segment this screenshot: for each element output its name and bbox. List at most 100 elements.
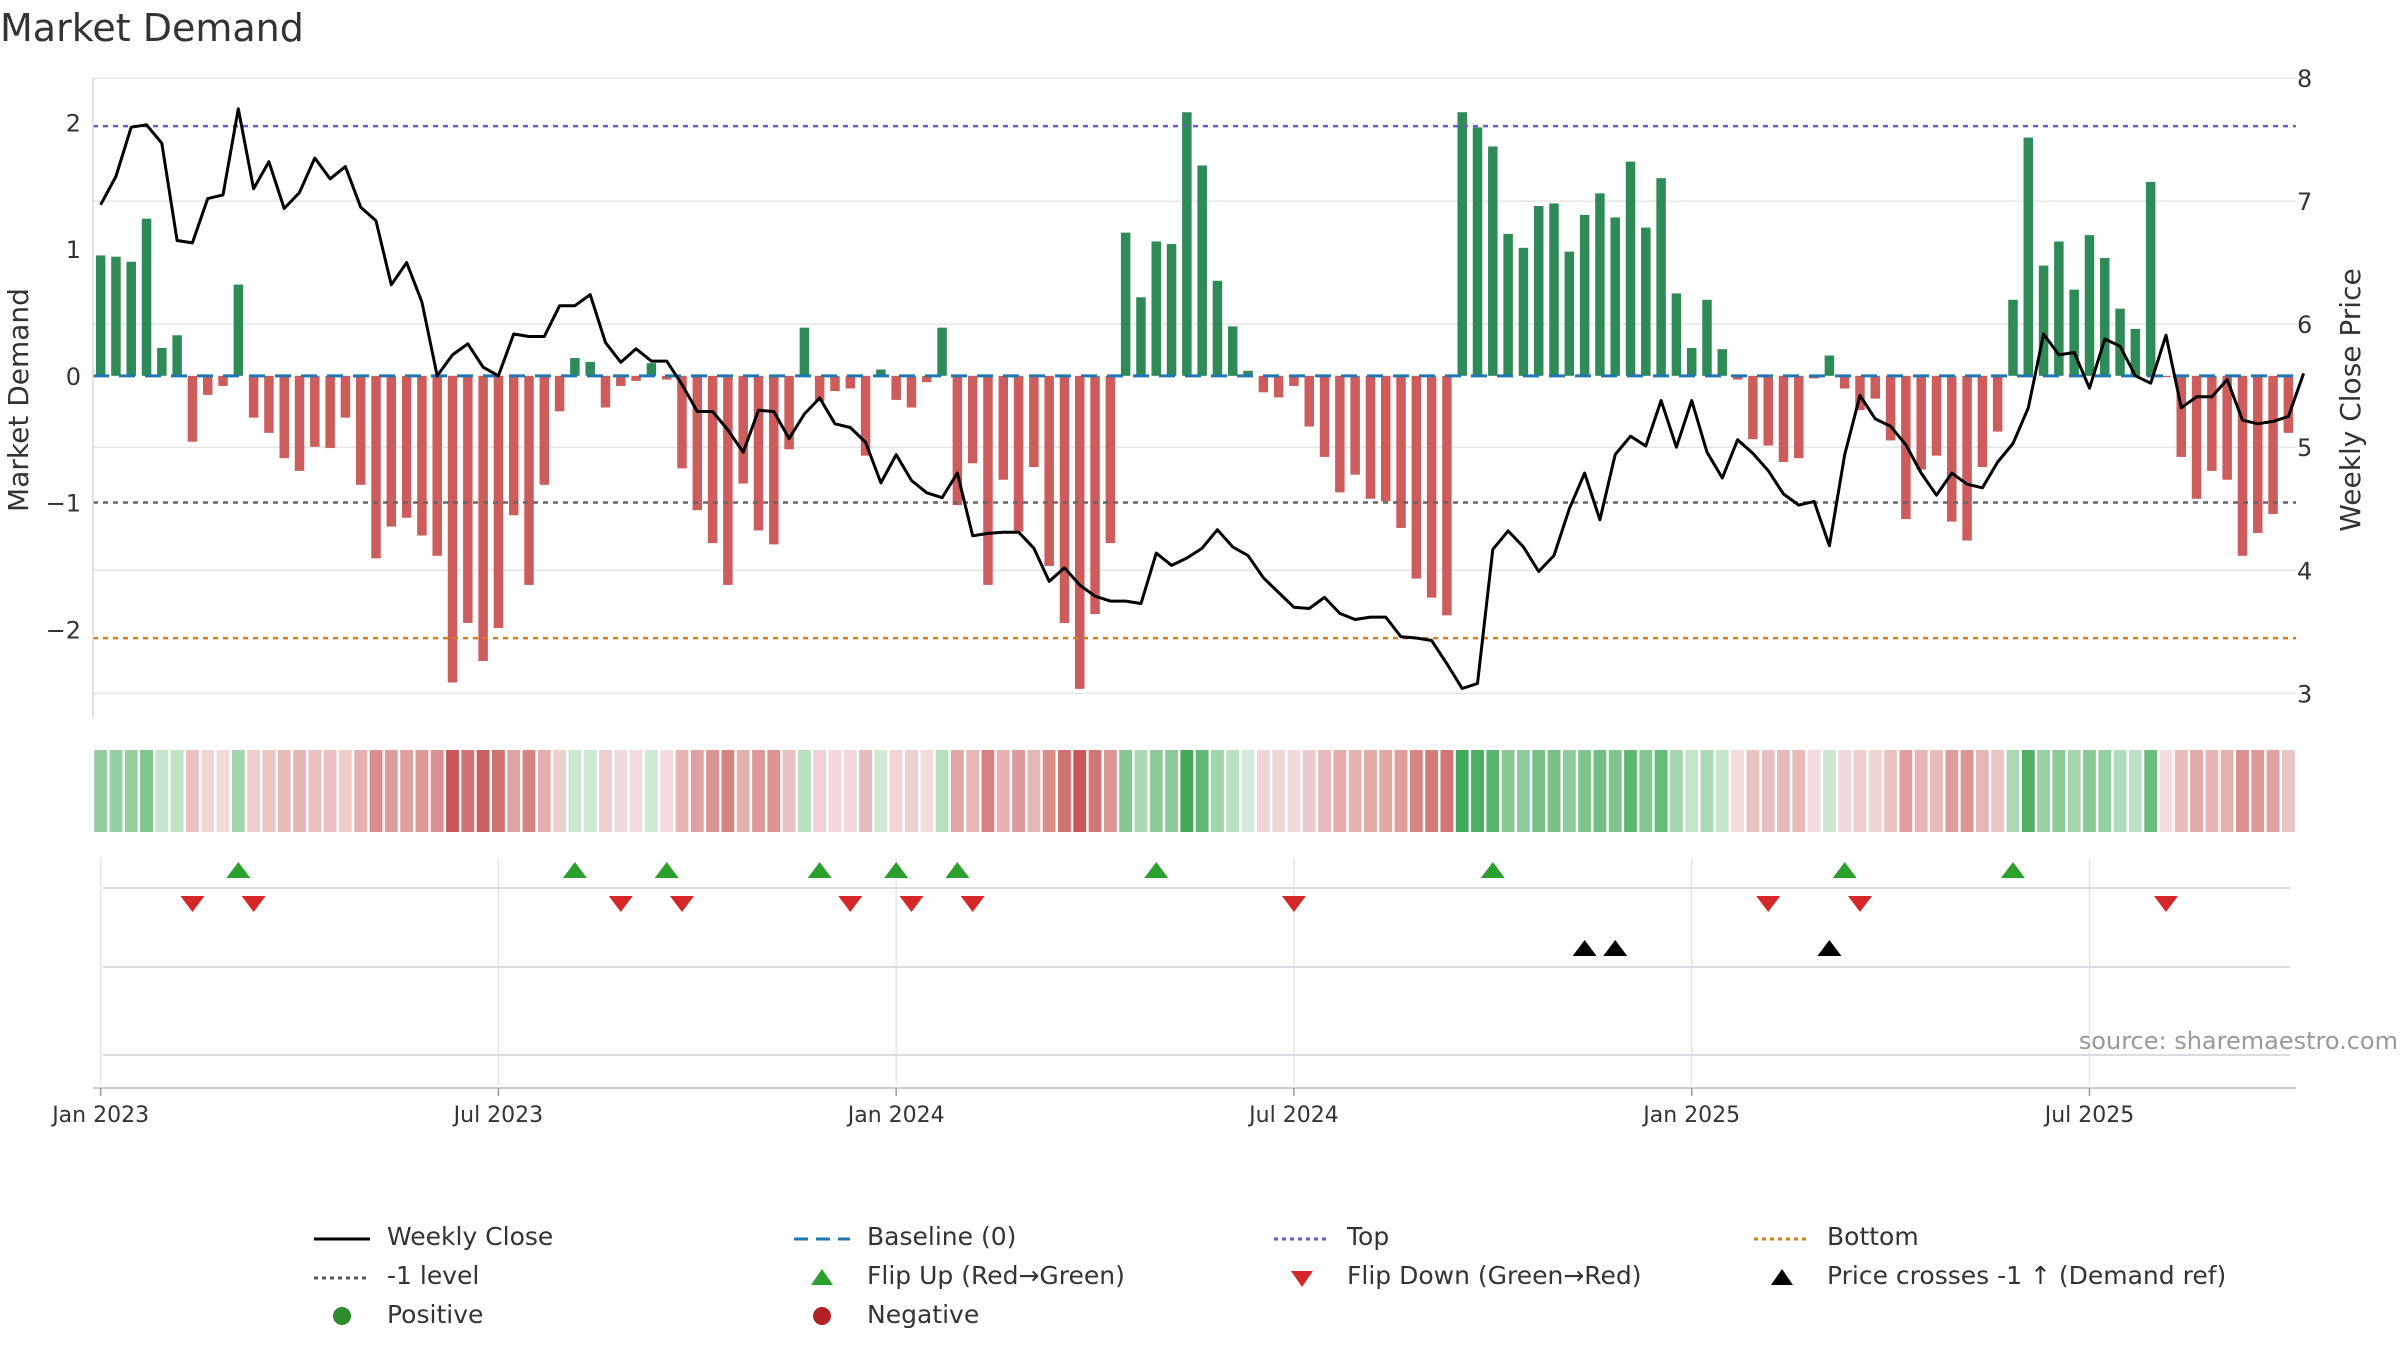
heat-strip-cell	[1960, 750, 1974, 832]
heat-strip-cell	[446, 750, 459, 832]
demand-bar	[2130, 328, 2141, 376]
heat-strip-cell	[966, 750, 980, 832]
heat-strip-cell	[1562, 750, 1576, 832]
heat-strip-cell	[599, 750, 612, 832]
demand-bar	[202, 375, 213, 395]
demand-bar	[2069, 289, 2079, 376]
demand-bar	[1304, 375, 1314, 427]
line-solid-icon	[314, 1237, 370, 1241]
demand-bar	[264, 375, 274, 433]
heat-strip-cell	[1027, 750, 1041, 832]
heat-strip-cell	[354, 750, 368, 832]
demand-bar	[814, 375, 825, 402]
heat-strip-cell	[2236, 750, 2249, 832]
heat-strip-cell	[109, 750, 123, 832]
flip-down-marker	[2153, 896, 2178, 912]
heat-strip-cell	[1149, 750, 1163, 832]
flip-down-marker	[669, 896, 694, 912]
demand-bar	[126, 261, 136, 376]
demand-bar	[2268, 375, 2278, 514]
heat-strip-cell	[1119, 750, 1133, 832]
heat-strip-cell	[660, 750, 674, 832]
heat-strip-cell	[1486, 750, 1500, 832]
demand-bar	[1686, 347, 1697, 376]
heat-strip-cell	[247, 750, 261, 832]
demand-bar	[1671, 293, 1682, 376]
demand-bar	[1472, 127, 1483, 376]
demand-bar	[723, 375, 733, 585]
heat-strip-cell	[1777, 750, 1790, 832]
right-tick-label: 4	[2297, 557, 2312, 585]
legend-label: Bottom	[1827, 1222, 1919, 1251]
heat-strip-cell	[1134, 750, 1148, 832]
heat-strip-cell	[1822, 750, 1836, 832]
demand-bar	[1273, 375, 1284, 398]
heat-strip-cell	[1287, 750, 1301, 832]
demand-bar	[1839, 375, 1850, 389]
demand-bar	[1151, 241, 1161, 376]
demand-bar	[1855, 375, 1865, 411]
weekly-close-line	[99, 107, 2306, 690]
heat-strip-cell	[1241, 750, 1255, 832]
flip-up-marker	[1480, 862, 1505, 878]
left-tick-label: 0	[66, 363, 81, 391]
demand-bar	[570, 358, 580, 376]
heat-strip-cell	[935, 750, 949, 832]
heat-strip-cell	[2006, 750, 2020, 832]
demand-bar	[1625, 161, 1636, 376]
heat-strip-cell	[537, 750, 551, 832]
heat-strip-cell	[369, 750, 383, 832]
heat-strip-cell	[1409, 750, 1423, 832]
heat-strip-cell	[430, 750, 444, 832]
demand-bar	[1702, 299, 1712, 376]
demand-bar	[157, 347, 167, 376]
demand-bar	[1488, 146, 1498, 376]
right-tick-label: 3	[2297, 680, 2312, 708]
heat-strip-cell	[568, 750, 582, 832]
right-tick-label: 6	[2297, 311, 2312, 339]
x-tick-label: Jan 2025	[1641, 1103, 1740, 1128]
demand-bar	[478, 375, 488, 661]
demand-bar	[2191, 375, 2202, 499]
heat-strip-cell	[1868, 750, 1882, 832]
heat-strip-cell	[2174, 750, 2188, 832]
flip-down-marker	[180, 896, 205, 912]
demand-bar	[1794, 375, 1804, 459]
demand-bar	[906, 375, 917, 408]
heat-strip-cell	[1593, 750, 1607, 832]
demand-bar	[2207, 375, 2217, 471]
heat-strip-cell	[1669, 750, 1683, 832]
legend-label: Negative	[867, 1300, 980, 1329]
heat-strip-cell	[124, 750, 138, 832]
flip-up-marker	[884, 862, 909, 878]
demand-bar	[2008, 299, 2018, 376]
demand-bar	[830, 375, 840, 392]
demand-bar	[172, 335, 182, 376]
heat-strip-cell	[1975, 750, 1989, 832]
triangle-up-icon	[811, 1269, 833, 1285]
heat-strip-cell	[262, 750, 276, 832]
heat-strip-cell	[981, 750, 995, 832]
heat-strip-cell	[1042, 750, 1056, 832]
demand-bar	[2161, 375, 2171, 378]
demand-bar	[2084, 235, 2095, 376]
left-tick-label: −2	[46, 616, 81, 644]
heat-strip-cell	[1501, 750, 1515, 832]
heat-strip-cell	[1364, 750, 1377, 832]
demand-bar	[952, 375, 963, 506]
heat-strip-cell	[476, 750, 490, 832]
heat-strip-cell	[1348, 750, 1362, 832]
chart-title: Market Demand	[0, 6, 304, 50]
heat-strip-cell	[1211, 750, 1224, 832]
heat-strip-cell	[1838, 750, 1852, 832]
demand-bar	[1579, 214, 1590, 376]
demand-bar	[1105, 375, 1116, 544]
heat-strip-cell	[1700, 750, 1714, 832]
heat-strip-cell	[843, 750, 857, 832]
demand-bar	[600, 375, 611, 408]
heat-strip-cell	[277, 750, 291, 832]
demand-bar	[1457, 112, 1467, 376]
demand-bar	[692, 375, 703, 511]
demand-bar	[279, 375, 289, 459]
legend-label: Weekly Close	[387, 1222, 554, 1251]
